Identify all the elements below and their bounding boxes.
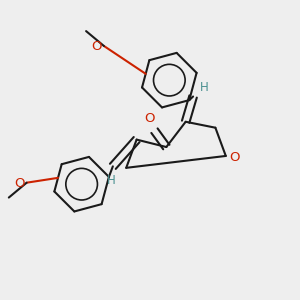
Text: H: H [200,81,208,94]
Text: O: O [14,177,24,190]
Text: O: O [145,112,155,125]
Text: O: O [91,40,102,53]
Text: H: H [107,174,116,187]
Text: O: O [230,151,240,164]
